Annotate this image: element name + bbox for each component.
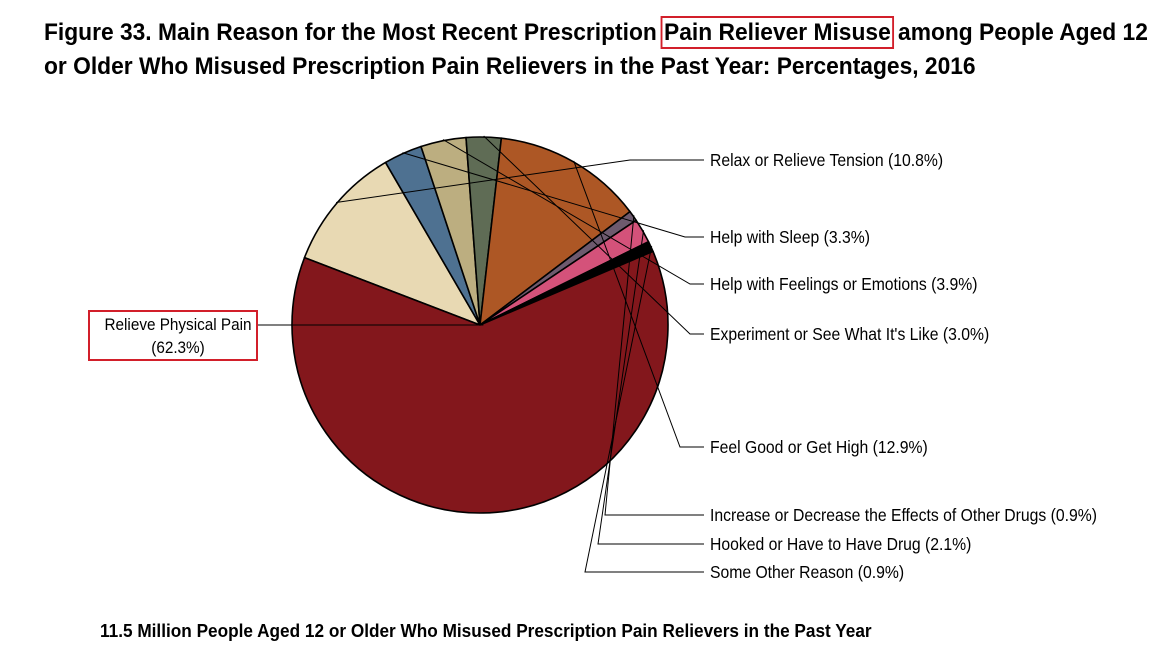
slice-label-text-hooked: Hooked or Have to Have Drug: [710, 534, 925, 554]
slice-value-other: (0.9%): [858, 562, 904, 582]
title-part-after: among People Aged 12: [898, 19, 1148, 46]
leader-line-hooked: [597, 230, 704, 545]
slice-label-text-relax: Relax or Relieve Tension: [710, 150, 888, 170]
pie-slices: [291, 136, 669, 514]
title-line-2: or Older Who Misused Prescription Pain R…: [44, 53, 976, 80]
slice-label-text-effects: Increase or Decrease the Effects of Othe…: [710, 505, 1051, 525]
figure-title: Figure 33. Main Reason for the Most Rece…: [44, 16, 1148, 84]
slice-value-pain: (62.3%): [151, 338, 205, 357]
slice-label-hooked: Hooked or Have to Have Drug (2.1%): [710, 534, 971, 554]
title-highlight: Pain Reliever Misuse: [660, 16, 895, 49]
slice-labels: Relax or Relieve Tension (10.8%) Help wit…: [105, 150, 1097, 582]
slice-value-experiment: (3.0%): [943, 324, 989, 344]
title-part-before: Figure 33. Main Reason for the Most Rece…: [44, 19, 657, 46]
leader-line-experiment: [483, 135, 704, 335]
slice-label-pain: Relieve Physical Pain: [105, 315, 252, 334]
leader-line-relax: [336, 159, 704, 203]
footnote: 11.5 Million People Aged 12 or Older Who…: [100, 620, 872, 641]
slice-label-text-feelings: Help with Feelings or Emotions: [710, 274, 931, 294]
slice-value-hooked: (2.1%): [925, 534, 971, 554]
slice-value-effects: (0.9%): [1051, 505, 1097, 525]
highlight-box: [88, 310, 258, 361]
slice-label-text-other: Some Other Reason: [710, 562, 858, 582]
slice-label-text-high: Feel Good or Get High: [710, 437, 873, 457]
slice-label-relax: Relax or Relieve Tension (10.8%): [710, 150, 943, 170]
slice-label-high: Feel Good or Get High (12.9%): [710, 437, 928, 457]
leader-line-sleep: [402, 152, 704, 238]
slice-label-text-experiment: Experiment or See What It's Like: [710, 324, 943, 344]
pie-slice-high: [479, 137, 631, 326]
pie-slice-relax: [303, 161, 481, 326]
leader-lines: [257, 135, 704, 573]
slice-label-sleep: Help with Sleep (3.3%): [710, 227, 870, 247]
slice-label-feelings: Help with Feelings or Emotions (3.9%): [710, 274, 977, 294]
leader-line-effects: [604, 215, 704, 516]
pie-slice-pain: [291, 250, 669, 514]
slice-value-relax: (10.8%): [888, 150, 943, 170]
slice-label-text-sleep: Help with Sleep: [710, 227, 824, 247]
slice-label-effects: Increase or Decrease the Effects of Othe…: [710, 505, 1097, 525]
slice-label-experiment: Experiment or See What It's Like (3.0%): [710, 324, 989, 344]
slice-value-sleep: (3.3%): [824, 227, 870, 247]
leader-line-other: [584, 245, 704, 573]
leader-line-high: [573, 160, 704, 448]
leader-line-feelings: [442, 139, 704, 285]
slice-value-high: (12.9%): [873, 437, 928, 457]
slice-label-other: Some Other Reason (0.9%): [710, 562, 904, 582]
slice-value-feelings: (3.9%): [931, 274, 977, 294]
